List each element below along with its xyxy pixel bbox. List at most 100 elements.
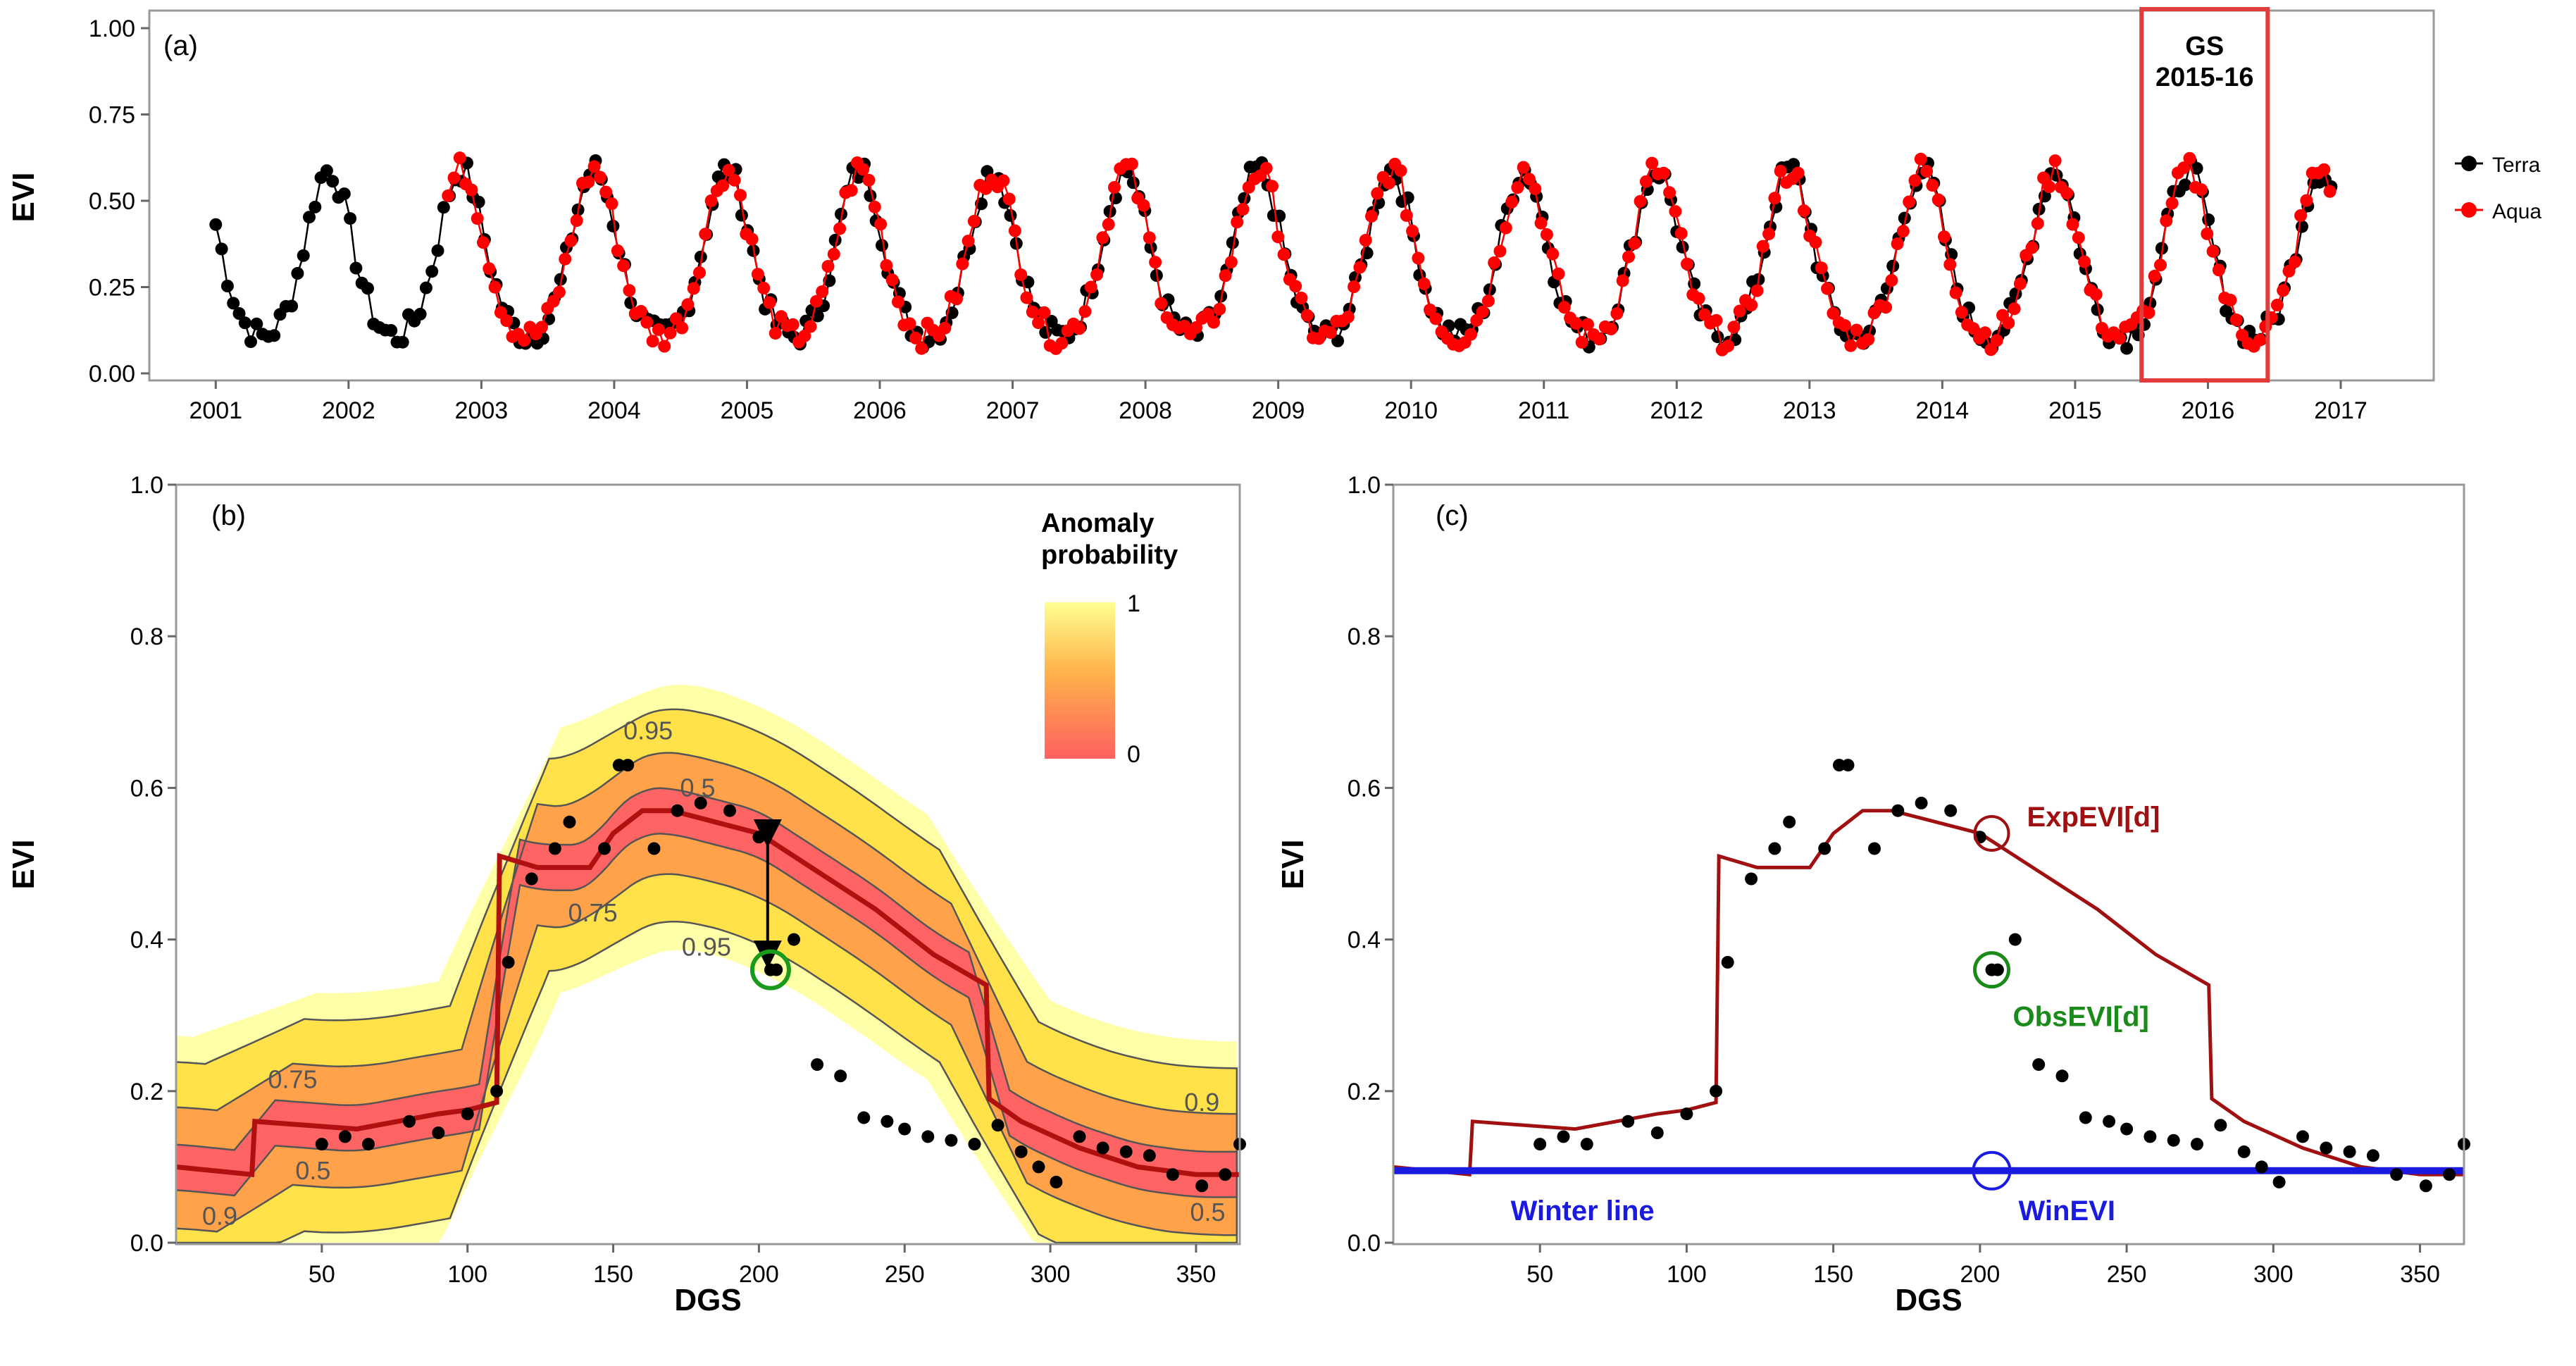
terra-data-point bbox=[209, 218, 223, 231]
panel-c-exp-evi-ring bbox=[1973, 814, 2010, 852]
aqua-data-point bbox=[1102, 218, 1115, 231]
panel-a-series bbox=[209, 151, 2338, 356]
highlighted-observed-point bbox=[764, 963, 777, 976]
aqua-data-point bbox=[915, 342, 928, 355]
legend-terra-label: Terra bbox=[2492, 154, 2541, 177]
observed-point bbox=[502, 955, 515, 969]
terra-data-point bbox=[297, 249, 310, 262]
aqua-data-point bbox=[1663, 186, 1676, 199]
aqua-data-point bbox=[2072, 231, 2085, 244]
aqua-data-point bbox=[1190, 321, 1203, 334]
observed-point bbox=[2079, 1111, 2092, 1124]
aqua-data-point bbox=[728, 173, 741, 187]
terra-data-point bbox=[1126, 176, 1140, 190]
panel-b-contours bbox=[175, 708, 1238, 1244]
panel-b-legend: Anomaly probability 1 0 bbox=[1041, 509, 1178, 768]
aqua-data-point bbox=[1797, 204, 1810, 218]
aqua-data-point bbox=[1488, 256, 1501, 269]
aqua-data-point bbox=[1078, 305, 1092, 318]
aqua-data-point bbox=[2323, 185, 2337, 198]
contour-label: 0.95 bbox=[623, 716, 673, 745]
aqua-data-point bbox=[722, 163, 735, 177]
observed-point bbox=[2366, 1149, 2379, 1162]
observed-point bbox=[315, 1138, 328, 1151]
aqua-data-point bbox=[1534, 216, 1548, 230]
observed-point bbox=[338, 1130, 351, 1143]
observed-point bbox=[2167, 1134, 2180, 1147]
aqua-data-point bbox=[477, 236, 490, 249]
y-tick-label: 0.2 bbox=[1348, 1079, 1381, 1105]
contour-line bbox=[175, 708, 1238, 1244]
contour-label: 0.5 bbox=[1190, 1198, 1225, 1227]
aqua-data-point bbox=[1903, 195, 1916, 209]
aqua-data-point bbox=[2177, 161, 2191, 175]
aqua-data-point bbox=[2025, 241, 2039, 254]
observed-point bbox=[1841, 759, 1855, 772]
aqua-data-point bbox=[1762, 228, 1776, 241]
aqua-data-point bbox=[1540, 228, 1553, 241]
observed-point bbox=[1580, 1138, 1593, 1151]
aqua-data-point bbox=[857, 163, 870, 176]
aqua-data-point bbox=[2282, 264, 2296, 278]
panel-c-obs-evi-ring bbox=[1973, 951, 2011, 989]
aqua-data-point bbox=[1406, 225, 1419, 237]
observed-point bbox=[1710, 1084, 1723, 1098]
aqua-data-point bbox=[956, 257, 969, 271]
terra-data-point bbox=[437, 201, 450, 214]
observed-point bbox=[671, 804, 684, 817]
aqua-data-point bbox=[745, 232, 759, 246]
observed-point bbox=[2055, 1069, 2069, 1083]
aqua-data-point bbox=[1143, 231, 1156, 244]
terra-data-point bbox=[2190, 161, 2203, 175]
aqua-data-point bbox=[1955, 306, 1968, 319]
observed-point bbox=[1219, 1168, 1232, 1181]
aqua-data-point bbox=[1862, 333, 1875, 346]
contour-label: 0.75 bbox=[268, 1065, 317, 1094]
panel-b-plot-frame bbox=[175, 483, 1241, 1246]
aqua-data-point bbox=[640, 316, 654, 329]
aqua-data-point bbox=[623, 284, 636, 297]
terra-data-point bbox=[1226, 236, 1239, 249]
y-tick-label: 0.00 bbox=[89, 361, 135, 387]
x-tick-label: 100 bbox=[1667, 1261, 1707, 1288]
aqua-data-point bbox=[967, 215, 981, 228]
aqua-data-point bbox=[1529, 182, 1542, 196]
panel-a-ticks: 2001 2002 2003 2004 2005 2006 2007 2008 2009 2010… bbox=[89, 15, 2367, 424]
terra-data-point bbox=[238, 316, 251, 330]
aqua-data-point bbox=[658, 340, 671, 353]
y-tick-label: 1.00 bbox=[89, 15, 135, 42]
aqua-data-point bbox=[1155, 297, 1168, 310]
observed-point bbox=[1050, 1175, 1063, 1188]
terra-data-point bbox=[2091, 303, 2104, 316]
aqua-data-point bbox=[1271, 230, 1285, 244]
aqua-data-point bbox=[1750, 284, 1764, 297]
observed-point bbox=[752, 831, 766, 844]
y-tick-label: 1.0 bbox=[1348, 472, 1381, 499]
observed-point bbox=[945, 1134, 958, 1147]
terra-data-point bbox=[1331, 334, 1345, 347]
aqua-data-point bbox=[868, 200, 881, 213]
x-tick-label: 2015 bbox=[2048, 397, 2102, 424]
aqua-data-point bbox=[1581, 318, 1594, 331]
terra-data-point bbox=[1886, 259, 1900, 273]
x-tick-label: 2012 bbox=[1650, 397, 1703, 424]
aqua-data-point bbox=[664, 326, 677, 340]
observed-point bbox=[403, 1114, 416, 1128]
contour-line bbox=[175, 752, 1238, 1236]
terra-data-point bbox=[220, 280, 234, 292]
aqua-data-point bbox=[2089, 288, 2103, 301]
aqua-data-point bbox=[1300, 309, 1314, 322]
panel-b-ticks: 50 100 150 200 250 300 350 0.0 0.2 0.4 0.6 0.8 1.0 bbox=[130, 472, 1217, 1288]
aqua-data-point bbox=[582, 175, 595, 189]
aqua-data-point bbox=[1365, 209, 1378, 223]
contour-label: 0.9 bbox=[1184, 1088, 1219, 1117]
panel-c-exp-evi-label: ExpEVI[d] bbox=[2027, 802, 2160, 833]
aqua-data-point bbox=[1295, 292, 1308, 304]
terra-data-point bbox=[876, 239, 888, 252]
aqua-data-point bbox=[611, 244, 624, 257]
x-tick-label: 2008 bbox=[1119, 397, 1172, 424]
aqua-data-point bbox=[950, 292, 963, 306]
x-tick-label: 50 bbox=[1526, 1261, 1553, 1288]
aqua-data-point bbox=[734, 189, 747, 202]
